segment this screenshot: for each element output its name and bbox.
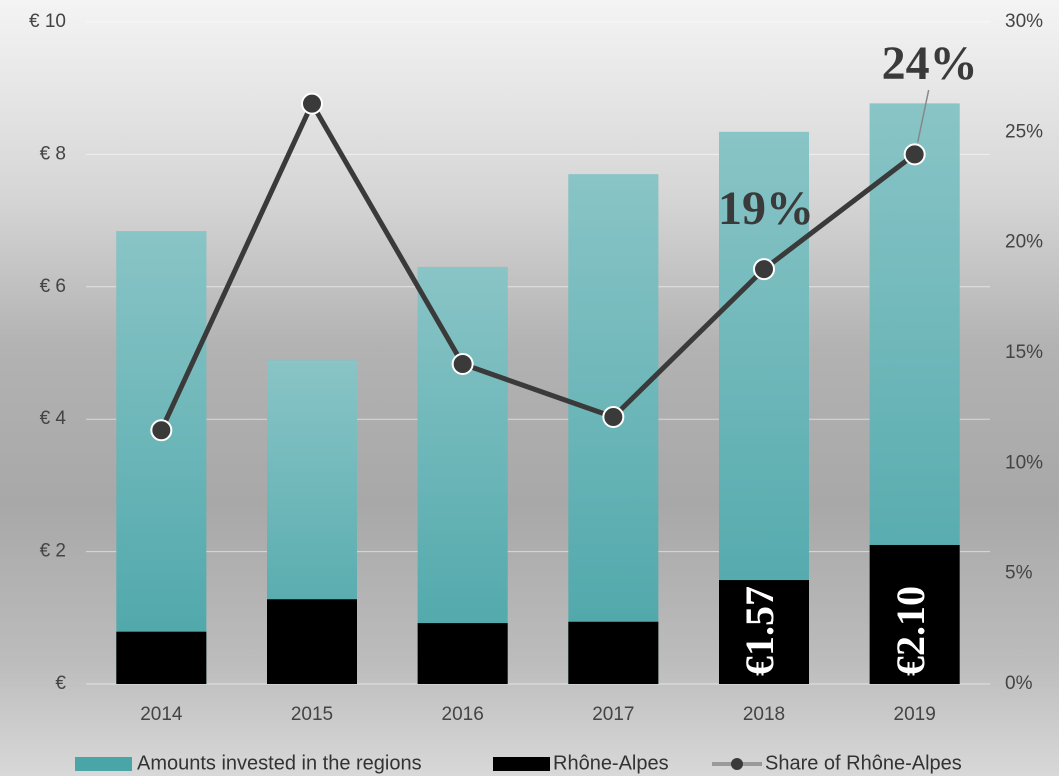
x-tick-label: 2019 (894, 704, 936, 725)
data-label: €1.57 (737, 586, 782, 676)
bar (267, 599, 357, 684)
y-tick-label: € 4 (40, 408, 67, 429)
data-label: €2.10 (888, 586, 933, 676)
x-tick-label: 2015 (291, 704, 333, 725)
x-tick-label: 2016 (442, 704, 484, 725)
legend-label: Rhône-Alpes (553, 752, 669, 774)
line (159, 101, 917, 432)
y-tick-label: € (55, 673, 66, 694)
y-tick-label: € 8 (40, 143, 66, 164)
data-label: 19% (718, 182, 814, 235)
y2-tick-label: 25% (1005, 121, 1043, 142)
y-tick-label: € 2 (40, 541, 66, 562)
y2-tick-label: 30% (1005, 11, 1043, 32)
bar (568, 621, 659, 684)
bar-sheen (568, 174, 659, 684)
leader-line (916, 89, 930, 143)
line-marker (753, 258, 775, 281)
bar-sheen (417, 266, 508, 684)
legend-swatch (493, 757, 550, 771)
line-marker (451, 353, 474, 376)
bar (417, 623, 508, 684)
bar (719, 580, 809, 684)
legend-swatch (75, 757, 132, 771)
line-marker (301, 92, 323, 115)
line-marker (903, 143, 926, 166)
x-tick-label: 2017 (592, 704, 634, 725)
y2-tick-label: 10% (1005, 452, 1043, 473)
data-label: 24% (882, 37, 978, 90)
y2-tick-label: 15% (1005, 342, 1043, 363)
y2-tick-label: 0% (1005, 673, 1033, 694)
y2-tick-label: 5% (1005, 563, 1033, 584)
x-tick-label: 2018 (743, 704, 785, 725)
legend-swatch (731, 758, 743, 770)
y2-tick-label: 20% (1005, 232, 1043, 253)
legend-label: Amounts invested in the regions (137, 752, 422, 774)
bar (116, 631, 207, 684)
y-tick-label: € 10 (29, 11, 66, 32)
line-marker (602, 405, 625, 428)
y-tick-label: € 6 (40, 276, 66, 297)
bar (869, 544, 960, 684)
x-tick-label: 2014 (140, 704, 183, 725)
bar-sheen (116, 231, 207, 684)
legend-label: Share of Rhône-Alpes (765, 752, 962, 774)
line-marker (150, 419, 173, 442)
